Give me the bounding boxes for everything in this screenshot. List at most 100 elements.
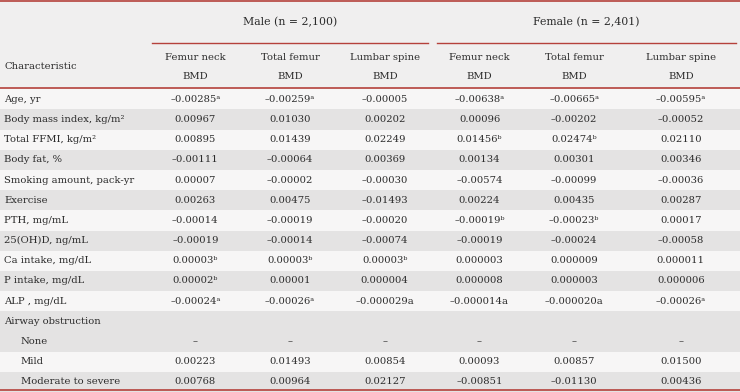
Text: 0.00435: 0.00435 [554,196,595,205]
Text: 0.00007: 0.00007 [175,176,216,185]
Bar [0,352,740,372]
Text: Ca intake, mg/dL: Ca intake, mg/dL [4,256,92,265]
Text: –: – [383,337,387,346]
Text: –0.00851: –0.00851 [457,377,502,387]
Text: Airway obstruction: Airway obstruction [4,317,101,326]
Text: 0.00857: 0.00857 [554,357,595,366]
Text: Total femur: Total femur [260,53,320,62]
Text: –: – [572,337,576,346]
Text: –0.00014: –0.00014 [266,236,314,245]
Text: –0.00030: –0.00030 [362,176,408,185]
Text: Smoking amount, pack-yr: Smoking amount, pack-yr [4,176,135,185]
Text: –0.00014: –0.00014 [172,216,219,225]
Text: PTH, mg/mL: PTH, mg/mL [4,216,68,225]
Bar [0,291,740,311]
Text: 0.00263: 0.00263 [175,196,216,205]
Text: –0.01130: –0.01130 [551,377,598,387]
Text: –0.00026ᵃ: –0.00026ᵃ [265,297,315,306]
Bar [0,190,740,211]
Text: 0.00093: 0.00093 [459,357,500,366]
Text: 0.000006: 0.000006 [657,276,704,285]
Text: 0.00003ᵇ: 0.00003ᵇ [267,256,313,265]
Bar [0,271,740,291]
Bar [0,372,740,392]
Text: –: – [679,337,683,346]
Bar [0,150,740,170]
Text: –0.00052: –0.00052 [658,115,704,124]
Text: –0.01493: –0.01493 [361,196,408,205]
Text: –0.00574: –0.00574 [457,176,502,185]
Text: –0.00023ᵇ: –0.00023ᵇ [549,216,599,225]
Bar [0,230,740,251]
Text: –0.00595ᵃ: –0.00595ᵃ [656,95,706,104]
Text: 0.00096: 0.00096 [459,115,500,124]
Text: 0.01456ᵇ: 0.01456ᵇ [457,135,502,144]
Text: 25(OH)D, ng/mL: 25(OH)D, ng/mL [4,236,88,245]
Text: 0.00436: 0.00436 [660,377,702,387]
Bar [0,45,740,89]
Text: 0.00287: 0.00287 [660,196,702,205]
Text: Characteristic: Characteristic [4,62,77,71]
Text: ALP , mg/dL: ALP , mg/dL [4,297,67,306]
Text: –0.00111: –0.00111 [172,155,219,164]
Text: 0.00202: 0.00202 [364,115,406,124]
Text: –: – [193,337,198,346]
Text: 0.00134: 0.00134 [459,155,500,164]
Text: BMD: BMD [372,72,397,81]
Text: 0.01439: 0.01439 [269,135,311,144]
Text: 0.01030: 0.01030 [269,115,311,124]
Text: Lumbar spine: Lumbar spine [350,53,420,62]
Text: 0.00854: 0.00854 [364,357,406,366]
Text: 0.00346: 0.00346 [660,155,702,164]
Text: –0.00259ᵃ: –0.00259ᵃ [265,95,315,104]
Text: –0.00202: –0.00202 [551,115,597,124]
Text: 0.000004: 0.000004 [361,276,408,285]
Text: 0.00967: 0.00967 [175,115,216,124]
Text: Female (n = 2,401): Female (n = 2,401) [533,17,639,27]
Text: BMD: BMD [562,72,587,81]
Bar [0,251,740,271]
Text: 0.00475: 0.00475 [269,196,311,205]
Text: –0.00019ᵇ: –0.00019ᵇ [454,216,505,225]
Text: BMD: BMD [183,72,208,81]
Text: None: None [21,337,48,346]
Text: 0.000003: 0.000003 [456,256,503,265]
Text: P intake, mg/dL: P intake, mg/dL [4,276,84,285]
Text: –0.000014a: –0.000014a [450,297,509,306]
Text: Femur neck: Femur neck [165,53,226,62]
Bar [0,211,740,230]
Text: –0.00064: –0.00064 [267,155,313,164]
Text: –: – [288,337,292,346]
Bar [0,109,740,130]
Text: 0.00768: 0.00768 [175,377,216,387]
Text: 0.00301: 0.00301 [554,155,595,164]
Text: 0.02474ᵇ: 0.02474ᵇ [551,135,597,144]
Text: 0.01500: 0.01500 [660,357,702,366]
Text: –0.00026ᵃ: –0.00026ᵃ [656,297,706,306]
Text: –0.00074: –0.00074 [362,236,408,245]
Text: –0.00099: –0.00099 [551,176,597,185]
Bar [0,89,740,109]
Text: 0.000003: 0.000003 [551,276,598,285]
Text: Exercise: Exercise [4,196,48,205]
Text: BMD: BMD [278,72,303,81]
Text: –0.00019: –0.00019 [267,216,313,225]
Text: Total femur: Total femur [545,53,604,62]
Text: –0.00019: –0.00019 [457,236,502,245]
Text: 0.00017: 0.00017 [660,216,702,225]
Text: Femur neck: Femur neck [449,53,510,62]
Text: –: – [477,337,482,346]
Text: 0.02127: 0.02127 [364,377,406,387]
Text: Male (n = 2,100): Male (n = 2,100) [243,17,337,27]
Text: –0.00638ᵃ: –0.00638ᵃ [454,95,505,104]
Text: –0.00002: –0.00002 [267,176,313,185]
Text: 0.000009: 0.000009 [551,256,598,265]
Text: –0.00024ᵃ: –0.00024ᵃ [170,297,221,306]
Bar [0,170,740,190]
Text: 0.02249: 0.02249 [364,135,406,144]
Text: 0.00224: 0.00224 [459,196,500,205]
Text: 0.00002ᵇ: 0.00002ᵇ [172,276,218,285]
Bar [0,130,740,150]
Text: BMD: BMD [668,72,693,81]
Text: –0.00020: –0.00020 [362,216,408,225]
